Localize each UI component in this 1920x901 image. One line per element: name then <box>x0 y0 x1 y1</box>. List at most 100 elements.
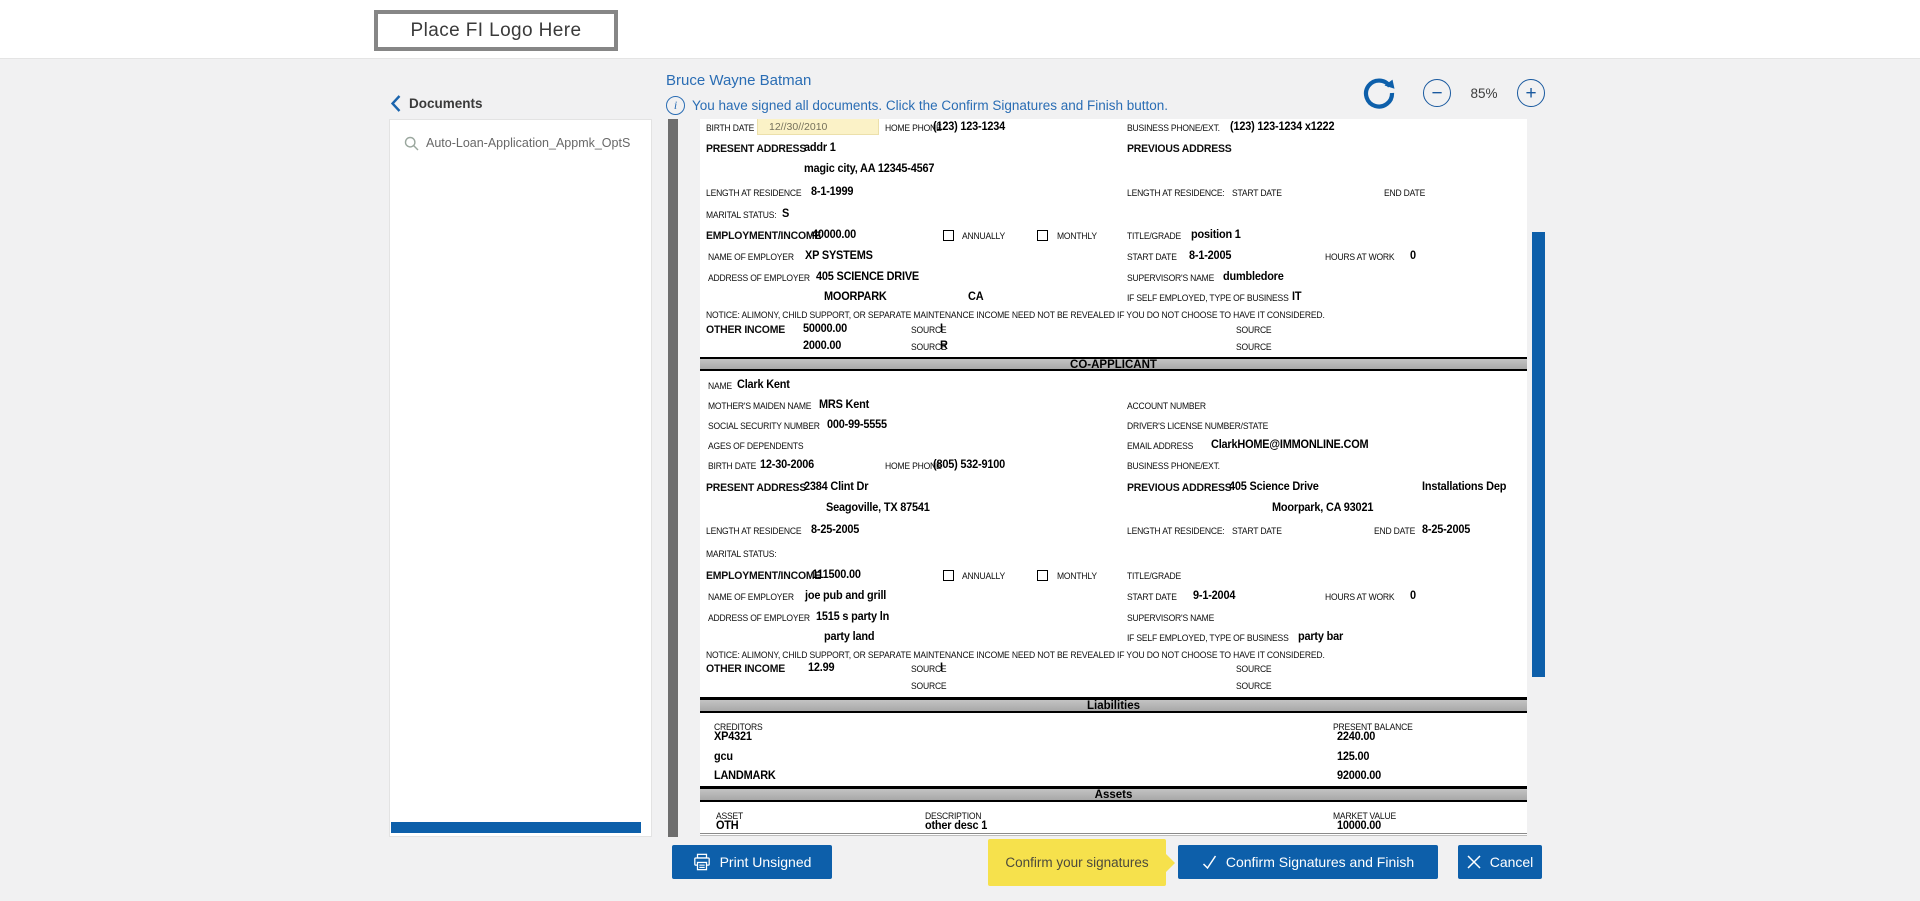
form-field-label: SOURCE <box>911 325 947 335</box>
form-field-label: AGES OF DEPENDENTS <box>708 441 804 451</box>
checkbox-icon <box>943 230 954 241</box>
form-field-label: ASSET <box>716 811 744 821</box>
zoom-in-button[interactable]: + <box>1517 79 1545 107</box>
form-field-value: position 1 <box>1191 229 1241 241</box>
form-field-label: SOURCE <box>1236 664 1272 674</box>
form-field-label: IF SELF EMPLOYED, TYPE OF BUSINESS <box>1127 293 1289 303</box>
viewer-left-edge <box>668 119 678 837</box>
form-field-label: ADDRESS OF EMPLOYER <box>708 273 810 283</box>
form-field-label: SOCIAL SECURITY NUMBER <box>708 421 820 431</box>
form-field-value: ClarkHOME@IMMONLINE.COM <box>1211 439 1369 451</box>
info-banner: i You have signed all documents. Click t… <box>666 96 1168 115</box>
form-field-value: 000-99-5555 <box>827 419 887 431</box>
form-field-label: MARKET VALUE <box>1333 811 1396 821</box>
vertical-scrollbar-thumb[interactable] <box>1532 232 1545 677</box>
form-field-label: SOURCE <box>911 681 947 691</box>
document-list-item[interactable]: Auto-Loan-Application_Appmk_OptS <box>390 126 651 160</box>
form-field-value: 92000.00 <box>1337 770 1382 782</box>
form-field-value: Seagoville, TX 87541 <box>826 502 930 514</box>
confirm-signatures-label: Confirm Signatures and Finish <box>1225 854 1415 870</box>
checkbox-icon <box>943 570 954 581</box>
confirm-signatures-button[interactable]: Confirm Signatures and Finish <box>1178 845 1438 879</box>
form-field-label: END DATE <box>1384 188 1426 198</box>
form-field-value: dumbledore <box>1223 271 1284 283</box>
checkbox-icon <box>1037 570 1048 581</box>
form-field-label: SOURCE <box>1236 342 1272 352</box>
form-field-value: 405 SCIENCE DRIVE <box>816 271 920 283</box>
form-field-value: 12.99 <box>808 662 835 674</box>
form-field-value: LANDMARK <box>714 770 776 782</box>
form-field-label: LENGTH AT RESIDENCE: <box>1127 188 1225 198</box>
form-field-label: EMAIL ADDRESS <box>1127 441 1194 451</box>
form-field-label: HOURS AT WORK <box>1325 592 1395 602</box>
form-field-label: SUPERVISOR'S NAME <box>1127 273 1215 283</box>
form-field-label: START DATE <box>1127 252 1177 262</box>
form-field-label-bold: PREVIOUS ADDRESS <box>1127 143 1232 155</box>
form-field-label: ANNUALLY <box>962 231 1006 241</box>
form-field-label: HOURS AT WORK <box>1325 252 1395 262</box>
highlighted-field[interactable]: 12//30//2010 <box>757 119 879 135</box>
cancel-button[interactable]: Cancel <box>1458 845 1542 879</box>
documents-back-button[interactable]: Documents <box>391 95 483 112</box>
search-icon <box>404 136 419 151</box>
print-unsigned-label: Print Unsigned <box>719 854 812 870</box>
form-field-label: NAME OF EMPLOYER <box>708 252 794 262</box>
form-field-value: 8-1-2005 <box>1189 250 1232 262</box>
section-header-co-applicant: CO-APPLICANT <box>700 357 1527 371</box>
zoom-out-button[interactable]: − <box>1423 79 1451 107</box>
form-field-value: (805) 532-9100 <box>933 459 1006 471</box>
form-field-value: Clark Kent <box>737 379 790 391</box>
refresh-icon[interactable] <box>1362 76 1396 110</box>
form-field-label: MARITAL STATUS: <box>706 210 777 220</box>
form-field-value: 8-25-2005 <box>1422 524 1471 536</box>
form-field-value: 0 <box>1410 250 1416 262</box>
confirm-tooltip-text: Confirm your signatures <box>1005 855 1149 870</box>
confirm-tooltip: Confirm your signatures <box>988 839 1175 886</box>
form-field-label: BIRTH DATE <box>706 123 755 133</box>
form-field-label: IF SELF EMPLOYED, TYPE OF BUSINESS <box>1127 633 1289 643</box>
document-list-panel: Auto-Loan-Application_Appmk_OptS <box>389 119 652 837</box>
form-field-value: 50000.00 <box>803 323 848 335</box>
form-field-label: MONTHLY <box>1057 231 1097 241</box>
document-page: BIRTH DATE 12//30//2010 HOME PHONE (123) 12… <box>700 119 1527 836</box>
form-field-value: XP4321 <box>714 731 752 743</box>
form-field-label: PRESENT BALANCE <box>1333 722 1413 732</box>
form-field-label-bold: OTHER INCOME <box>706 663 785 675</box>
form-field-label: START DATE <box>1127 592 1177 602</box>
form-field-label: SOURCE <box>1236 325 1272 335</box>
form-field-value: joe pub and grill <box>805 590 887 602</box>
checkbox-icon <box>1037 230 1048 241</box>
form-field-label: ACCOUNT NUMBER <box>1127 401 1206 411</box>
form-field-label-bold: PREVIOUS ADDRESS <box>1127 482 1232 494</box>
form-field-value: S <box>782 208 790 220</box>
form-field-label: ANNUALLY <box>962 571 1006 581</box>
print-unsigned-button[interactable]: Print Unsigned <box>672 845 832 879</box>
form-field-value: gcu <box>714 751 733 763</box>
form-field-label: END DATE <box>1374 526 1416 536</box>
form-field-value: party land <box>824 631 875 643</box>
info-message: You have signed all documents. Click the… <box>692 98 1169 113</box>
form-field-label: LENGTH AT RESIDENCE <box>706 188 802 198</box>
horizontal-scrollbar-thumb[interactable] <box>391 822 641 833</box>
close-icon <box>1467 855 1481 869</box>
form-field-label: TITLE/GRADE <box>1127 231 1181 241</box>
form-field-label: MOTHER'S MAIDEN NAME <box>708 401 812 411</box>
form-field-value: 125.00 <box>1337 751 1370 763</box>
form-field-value: Installations Dep <box>1422 481 1507 493</box>
form-field-label: NAME <box>708 381 732 391</box>
form-field-label: DESCRIPTION <box>925 811 982 821</box>
cancel-label: Cancel <box>1489 854 1534 870</box>
form-field-label: SOURCE <box>1236 681 1272 691</box>
form-field-value: 0 <box>1410 590 1416 602</box>
table-bottom-rule <box>700 833 1527 834</box>
form-field-label: LENGTH AT RESIDENCE <box>706 526 802 536</box>
form-notice: NOTICE: ALIMONY, CHILD SUPPORT, OR SEPAR… <box>706 650 1325 660</box>
zoom-level: 85% <box>1470 86 1498 101</box>
form-field-value: 2384 Clint Dr <box>804 481 869 493</box>
form-field-value: CA <box>968 291 984 303</box>
section-header-assets: Assets <box>700 786 1527 802</box>
form-field-value: 12-30-2006 <box>760 459 814 471</box>
signer-name: Bruce Wayne Batman <box>666 72 812 89</box>
form-field-label: START DATE <box>1232 188 1282 198</box>
form-field-value: 10000.00 <box>1337 820 1382 832</box>
